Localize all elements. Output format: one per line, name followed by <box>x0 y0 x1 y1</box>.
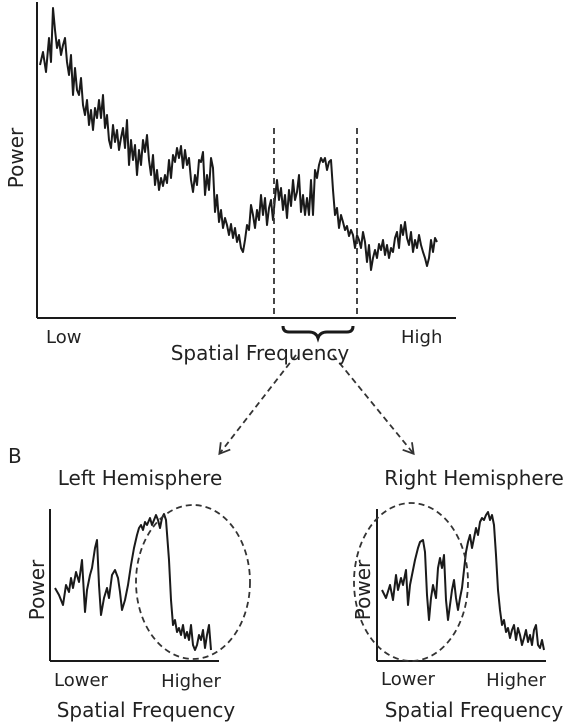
panel-b-label: B <box>8 444 22 468</box>
arrow-to-left-hemisphere <box>218 354 297 456</box>
frequency-band-brace <box>281 325 355 343</box>
right-lower-frequency-ellipse <box>353 502 469 662</box>
top-x-high-label: High <box>401 327 442 348</box>
left-hemisphere-title: Left Hemisphere <box>58 466 223 490</box>
arrow-to-right-hemisphere <box>332 354 415 456</box>
left-spectrum-line <box>54 513 212 651</box>
top-spectrum-plot: Power Low High Spatial Frequency <box>4 2 456 456</box>
left-x-axis-label: Spatial Frequency <box>57 698 236 722</box>
right-hemisphere-plot: Right Hemisphere Power Lower Higher Spat… <box>351 466 564 722</box>
right-hemisphere-title: Right Hemisphere <box>384 466 564 490</box>
left-y-axis-label: Power <box>25 559 49 620</box>
top-x-axis-label: Spatial Frequency <box>171 341 350 365</box>
right-y-axis-label: Power <box>351 559 375 620</box>
right-x-axis-label: Spatial Frequency <box>385 698 564 722</box>
left-higher-frequency-ellipse <box>135 504 251 660</box>
right-spectrum-line <box>381 511 545 651</box>
left-x-low-label: Lower <box>54 670 109 691</box>
top-x-low-label: Low <box>46 327 81 348</box>
left-hemisphere-plot: Left Hemisphere Power Lower Higher Spati… <box>25 466 251 722</box>
top-spectrum-line <box>39 7 438 271</box>
top-y-axis-label: Power <box>4 127 28 188</box>
right-x-high-label: Higher <box>486 670 546 691</box>
left-x-high-label: Higher <box>161 671 221 692</box>
right-x-low-label: Lower <box>381 669 436 690</box>
